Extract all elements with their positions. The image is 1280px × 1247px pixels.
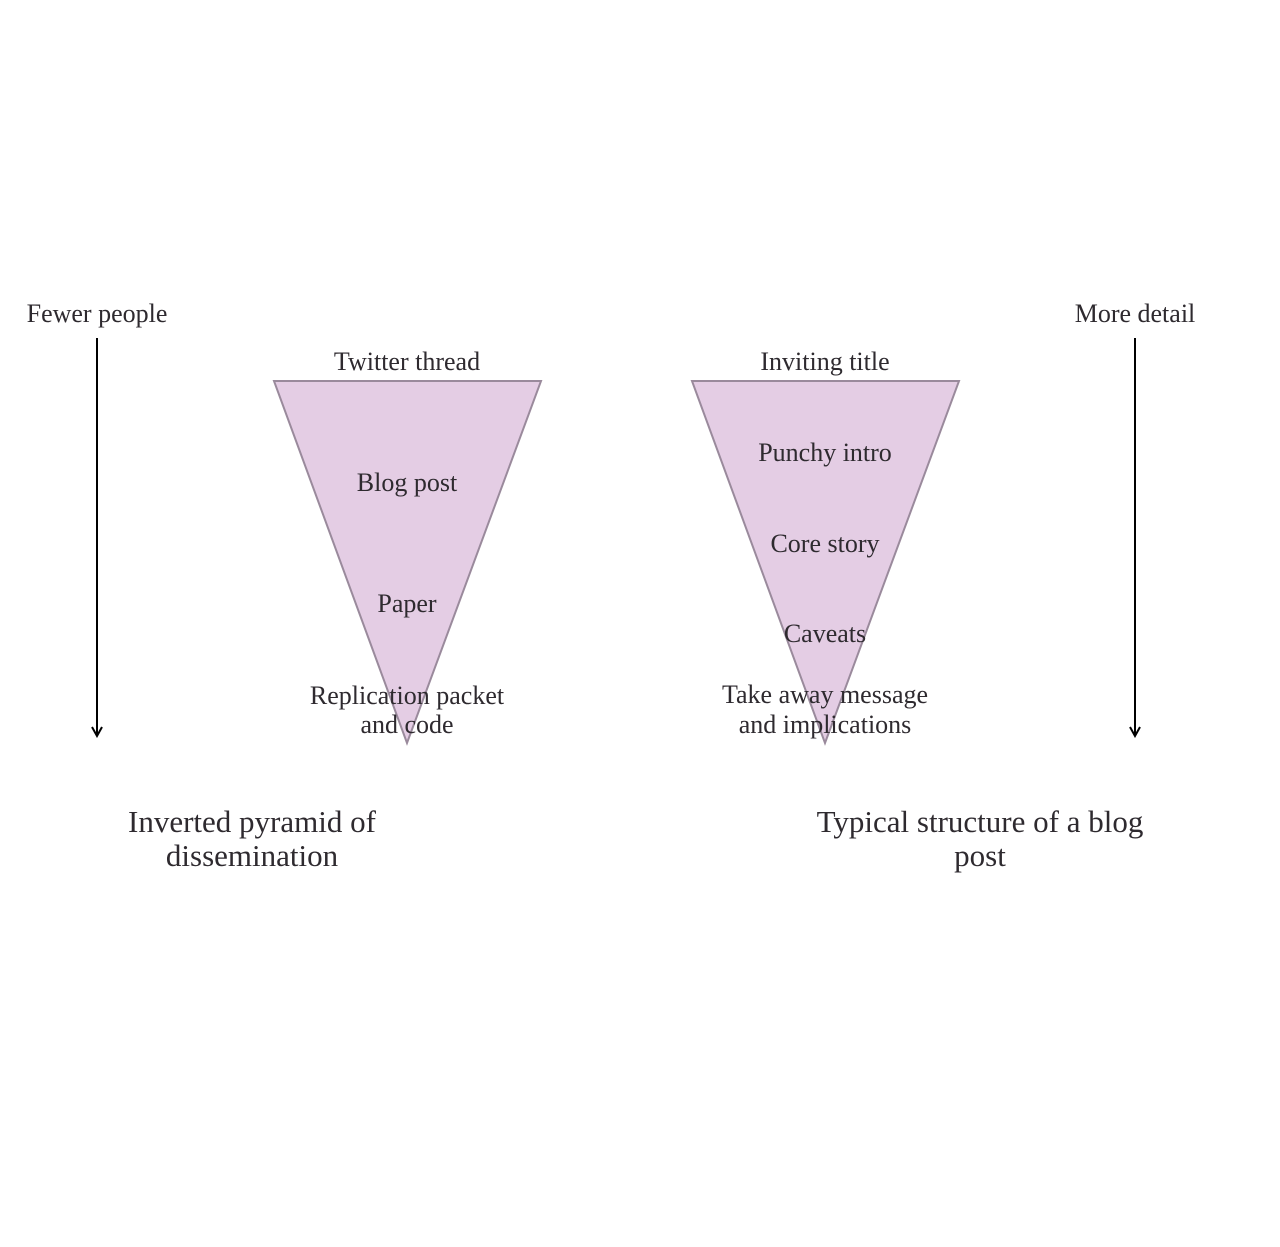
dissemination-pyramid xyxy=(272,380,543,746)
implications-label: and implications xyxy=(739,710,912,739)
right-caption-line1: Typical structure of a blog xyxy=(817,804,1144,839)
replication-packet-label: Replication packet xyxy=(310,681,505,710)
take-away-label: Take away message xyxy=(722,680,928,709)
blog-structure-pyramid xyxy=(690,380,961,746)
right-caption-line2: post xyxy=(954,838,1006,873)
core-story-label: Core story xyxy=(770,529,879,558)
inviting-title-label: Inviting title xyxy=(760,347,889,376)
and-code-label: and code xyxy=(360,710,453,739)
twitter-thread-label: Twitter thread xyxy=(334,347,480,376)
blog-post-label: Blog post xyxy=(357,468,458,497)
punchy-intro-label: Punchy intro xyxy=(758,438,892,467)
fewer-people-label: Fewer people xyxy=(27,299,168,328)
left-caption-line2: dissemination xyxy=(166,838,339,873)
left-caption-line1: Inverted pyramid of xyxy=(128,804,377,839)
paper-label: Paper xyxy=(377,589,437,618)
more-detail-label: More detail xyxy=(1075,299,1196,328)
caveats-label: Caveats xyxy=(784,619,866,648)
